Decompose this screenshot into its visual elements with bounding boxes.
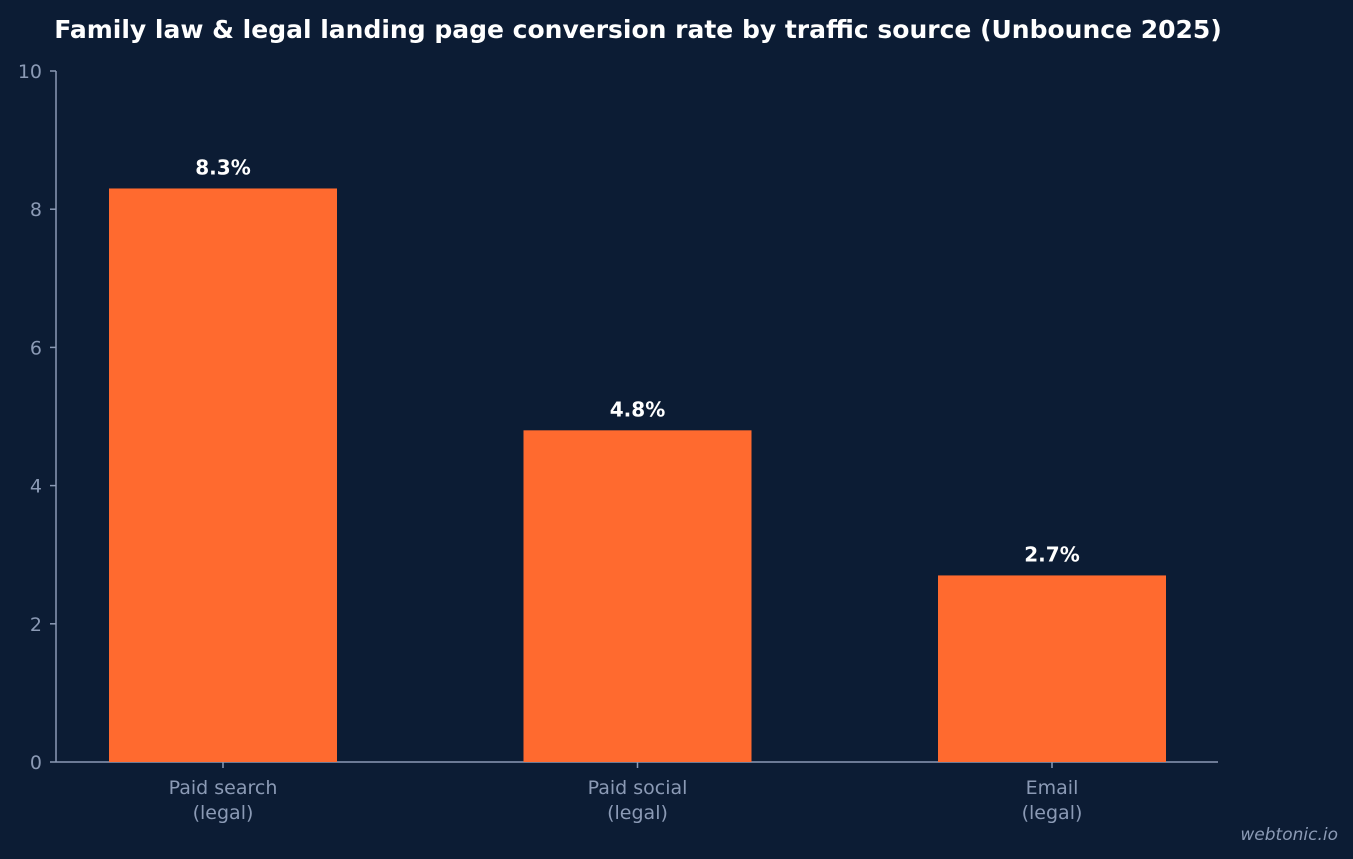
y-tick-label: 10 — [18, 61, 42, 83]
bar-value-label: 2.7% — [1024, 542, 1079, 566]
y-tick-label: 0 — [30, 752, 42, 774]
bar-value-label: 8.3% — [195, 155, 250, 179]
chart-title: Family law & legal landing page conversi… — [54, 15, 1222, 44]
x-tick-label: Email (legal) — [1022, 777, 1083, 824]
bar — [523, 430, 752, 762]
y-tick-label: 2 — [30, 614, 42, 636]
y-tick-label: 8 — [30, 199, 42, 221]
bar-series: 8.3% 4.8% 2.7% — [109, 155, 1166, 763]
watermark-label: webtonic.io — [1240, 825, 1338, 845]
x-tick-label: Paid search (legal) — [169, 777, 278, 824]
x-tick-label: Paid social (legal) — [588, 777, 688, 824]
y-axis: 0 2 4 6 8 10 — [18, 61, 57, 774]
bar — [109, 188, 337, 763]
y-tick-label: 4 — [30, 476, 42, 498]
bar-value-label: 4.8% — [610, 397, 665, 421]
y-tick-label: 6 — [30, 337, 42, 359]
bar — [938, 575, 1166, 762]
